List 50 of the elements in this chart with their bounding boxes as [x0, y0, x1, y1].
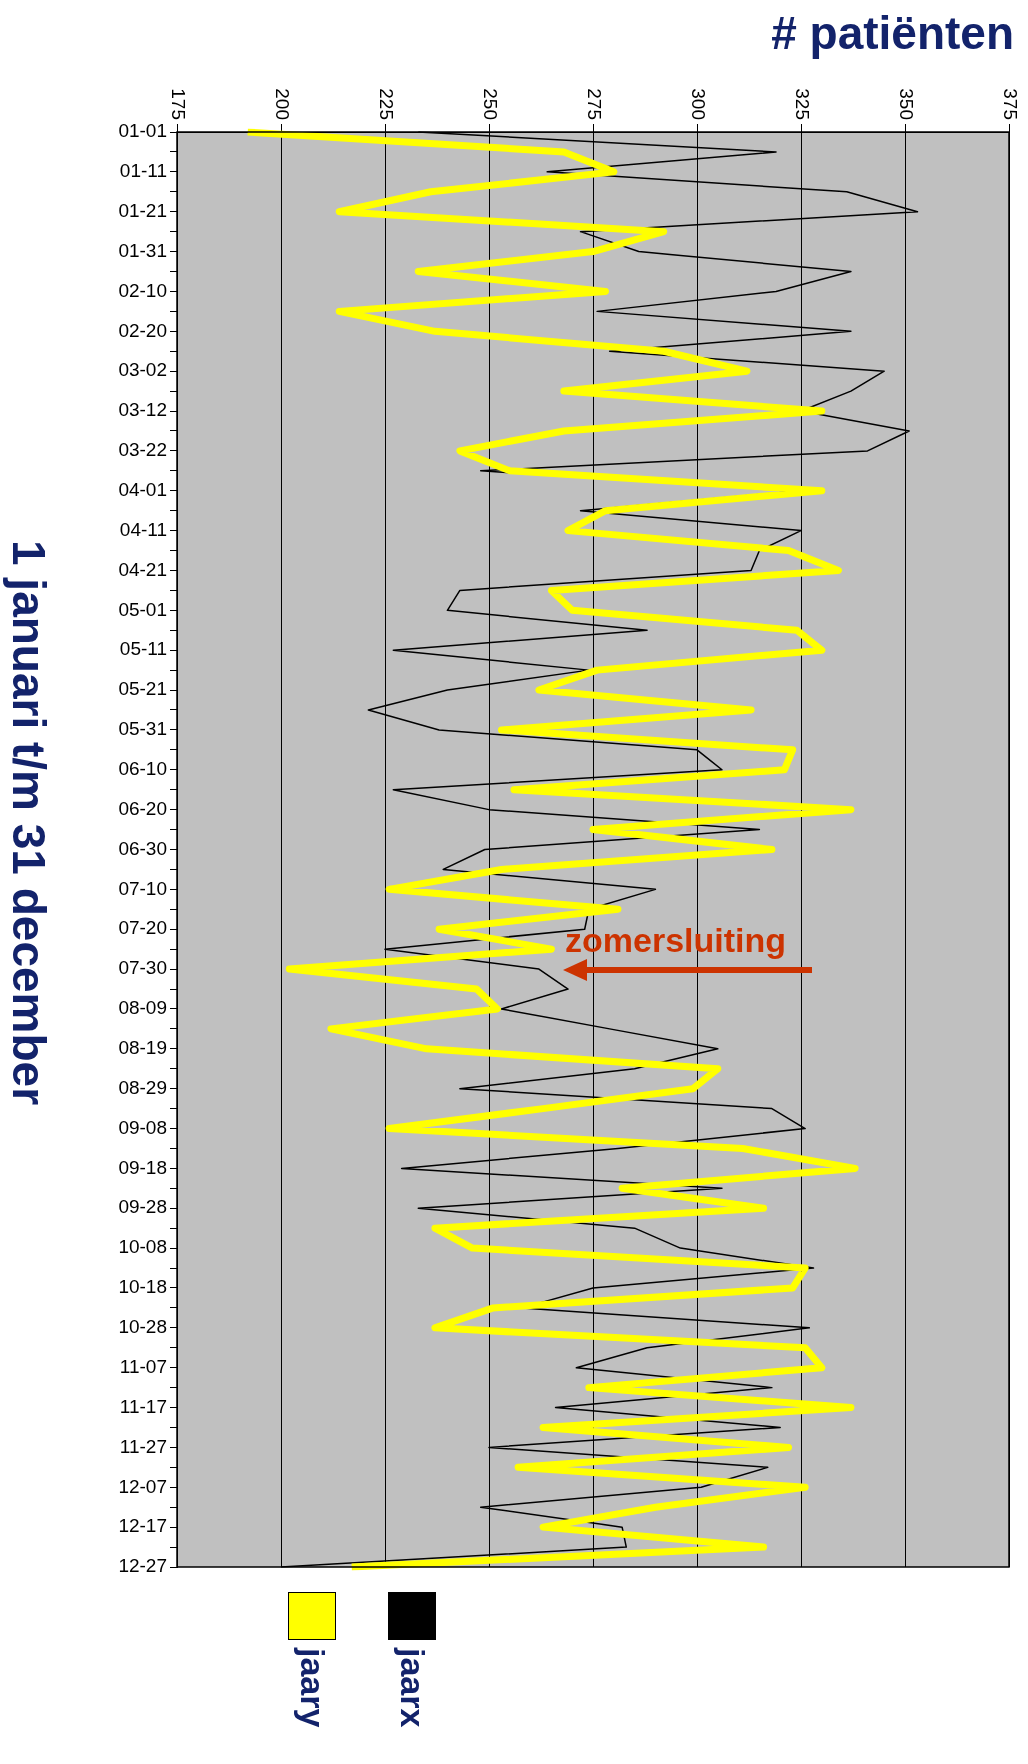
y-tick-label: 09-28 [118, 1196, 167, 1218]
y-tick-label: 07-20 [118, 917, 167, 939]
x-tick-label: 200 [271, 88, 293, 120]
y-tick-label: 04-11 [119, 518, 167, 540]
x-tick-label: 175 [167, 88, 189, 120]
y-tick-label: 01-21 [118, 199, 167, 221]
y-axis-title: 1 januari t/m 31 december [2, 540, 56, 1106]
y-tick-label: 05-11 [119, 638, 167, 660]
y-tick-label: 03-22 [118, 439, 167, 461]
y-tick-label: 12-17 [118, 1515, 167, 1537]
x-tick-label: 375 [999, 88, 1021, 120]
y-tick-label: 10-08 [118, 1236, 167, 1258]
y-tick-label: 04-21 [118, 558, 167, 580]
y-tick-label: 01-31 [118, 239, 167, 261]
y-tick-label: 08-29 [118, 1076, 167, 1098]
x-tick-label: 275 [583, 88, 605, 120]
y-tick-label: 07-30 [118, 957, 167, 979]
x-tick-label: 325 [791, 88, 813, 120]
x-tick-label: 250 [479, 88, 501, 120]
y-tick-label: 11-17 [119, 1395, 167, 1417]
y-tick-label: 05-31 [118, 718, 167, 740]
y-tick-label: 08-09 [118, 997, 167, 1019]
y-tick-label: 03-02 [118, 359, 167, 381]
y-tick-label: 02-20 [118, 319, 167, 341]
x-tick-label: 225 [375, 88, 397, 120]
legend-label: jaarx [392, 1648, 432, 1728]
y-tick-label: 11-07 [119, 1355, 167, 1377]
y-tick-label: 06-20 [118, 797, 167, 819]
y-tick-label: 03-12 [118, 399, 167, 421]
y-tick-label: 05-01 [118, 598, 167, 620]
y-tick-label: 01-11 [119, 160, 167, 182]
y-tick-label: 01-01 [118, 120, 167, 142]
y-tick-label: 12-07 [118, 1475, 167, 1497]
x-axis-title: # patiënten [771, 6, 1014, 60]
y-tick-label: 09-18 [118, 1156, 167, 1178]
y-tick-label: 09-08 [118, 1116, 167, 1138]
y-tick-label: 02-10 [118, 279, 167, 301]
y-tick-label: 06-10 [118, 758, 167, 780]
y-tick-label: 04-01 [118, 478, 167, 500]
legend-label: jaary [292, 1648, 332, 1728]
y-tick-label: 11-27 [119, 1435, 167, 1457]
y-tick-label: 08-19 [118, 1037, 167, 1059]
y-tick-label: 10-18 [118, 1276, 167, 1298]
x-tick-label: 300 [687, 88, 709, 120]
y-tick-label: 12-27 [118, 1555, 167, 1577]
y-tick-label: 06-30 [118, 837, 167, 859]
y-tick-label: 10-28 [118, 1316, 167, 1338]
y-tick-label: 05-21 [118, 678, 167, 700]
x-tick-label: 350 [895, 88, 917, 120]
y-tick-label: 07-10 [118, 877, 167, 899]
